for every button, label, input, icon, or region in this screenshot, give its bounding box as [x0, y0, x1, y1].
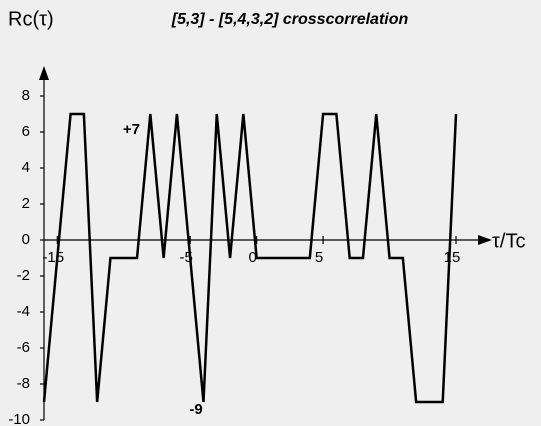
x-axis-arrow [478, 235, 492, 245]
y-tick-label: 4 [22, 159, 30, 176]
y-tick-label: -4 [17, 303, 30, 320]
x-tick-label: -15 [42, 249, 64, 266]
annotation: +7 [123, 121, 140, 138]
x-tick-label: 0 [248, 249, 256, 266]
y-tick-label: 8 [22, 87, 30, 104]
data-line [42, 112, 458, 404]
y-tick-label: -6 [17, 339, 30, 356]
x-tick-label: 15 [444, 249, 461, 266]
y-tick-label: -2 [17, 267, 30, 284]
y-tick-label: 0 [22, 231, 30, 248]
y-tick-label: -10 [8, 411, 30, 426]
annotation: -9 [189, 401, 202, 418]
x-tick-label: 5 [315, 249, 323, 266]
y-tick-label: 2 [22, 195, 30, 212]
chart-title: [5,3] - [5,4,3,2] crosscorrelation [171, 11, 409, 28]
y-axis-arrow [39, 66, 49, 80]
y-tick-label: 6 [22, 123, 30, 140]
y-axis-label: Rc(τ) [8, 8, 54, 30]
x-axis-label: τ/Tc [492, 230, 525, 252]
y-tick-label: -8 [17, 375, 30, 392]
